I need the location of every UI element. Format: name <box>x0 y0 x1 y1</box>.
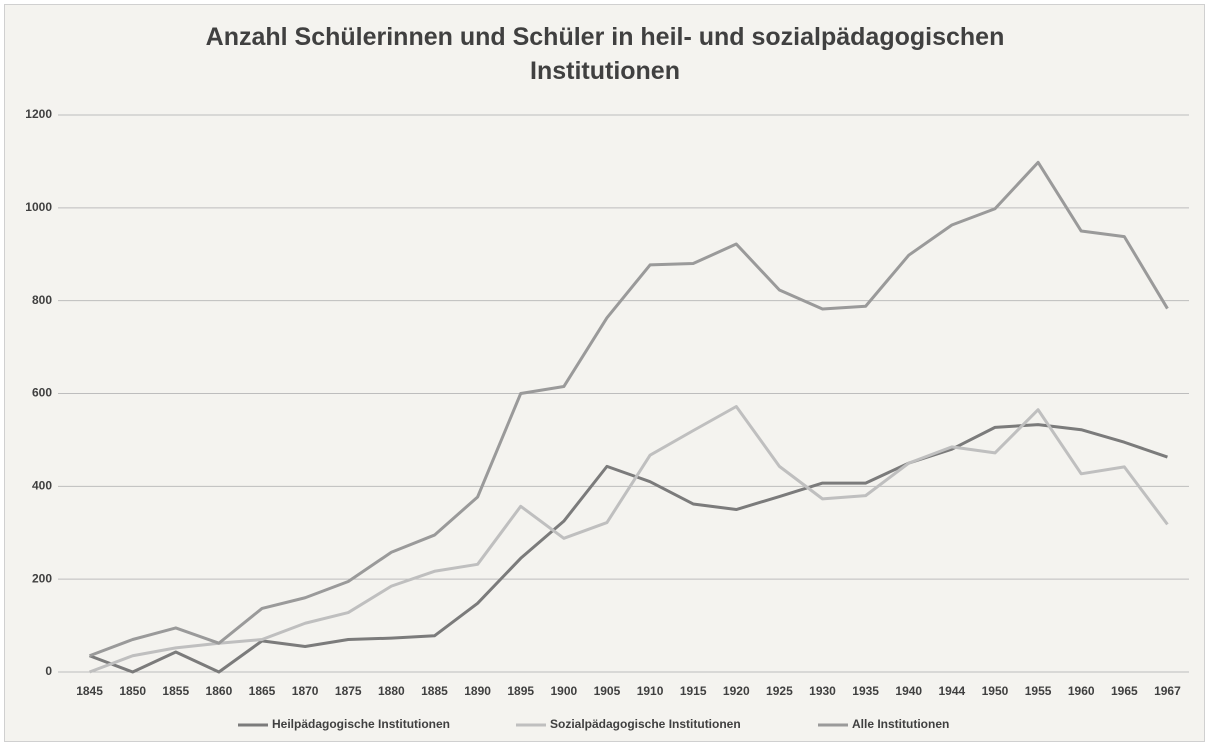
x-tick-label: 1955 <box>1025 684 1052 698</box>
x-tick-label: 1950 <box>982 684 1009 698</box>
x-tick-label: 1935 <box>852 684 879 698</box>
x-tick-label: 1845 <box>76 684 103 698</box>
x-tick-label: 1965 <box>1111 684 1138 698</box>
y-tick-label: 0 <box>45 664 52 678</box>
x-tick-label: 1940 <box>895 684 922 698</box>
x-tick-label: 1860 <box>206 684 233 698</box>
legend-label: Heilpädagogische Institutionen <box>272 717 450 731</box>
y-tick-label: 400 <box>32 479 52 493</box>
y-tick-label: 1000 <box>25 200 52 214</box>
legend-label: Alle Institutionen <box>852 717 949 731</box>
x-tick-label: 1910 <box>637 684 664 698</box>
x-tick-label: 1850 <box>119 684 146 698</box>
x-tick-label: 1925 <box>766 684 793 698</box>
x-tick-label: 1905 <box>594 684 621 698</box>
x-tick-label: 1915 <box>680 684 707 698</box>
x-tick-label: 1900 <box>550 684 577 698</box>
y-tick-label: 600 <box>32 386 52 400</box>
y-tick-label: 800 <box>32 293 52 307</box>
x-tick-label: 1960 <box>1068 684 1095 698</box>
series-line <box>89 423 1168 674</box>
x-tick-label: 1865 <box>249 684 276 698</box>
chart-title: Anzahl Schülerinnen und Schüler in heil-… <box>205 23 1005 85</box>
y-tick-label: 200 <box>32 571 52 585</box>
x-tick-label: 1890 <box>464 684 491 698</box>
x-tick-label: 1885 <box>421 684 448 698</box>
x-tick-label: 1944 <box>939 684 966 698</box>
series-line <box>89 160 1169 658</box>
chart-frame <box>4 4 1205 742</box>
x-tick-label: 1930 <box>809 684 836 698</box>
x-tick-label: 1967 <box>1154 684 1181 698</box>
legend-label: Sozialpädagogische Institutionen <box>550 717 741 731</box>
series-line <box>89 404 1169 674</box>
x-tick-label: 1870 <box>292 684 319 698</box>
x-tick-label: 1880 <box>378 684 405 698</box>
y-tick-label: 1200 <box>25 107 52 121</box>
x-tick-label: 1920 <box>723 684 750 698</box>
x-tick-label: 1855 <box>162 684 189 698</box>
x-tick-label: 1895 <box>507 684 534 698</box>
x-tick-label: 1875 <box>335 684 362 698</box>
